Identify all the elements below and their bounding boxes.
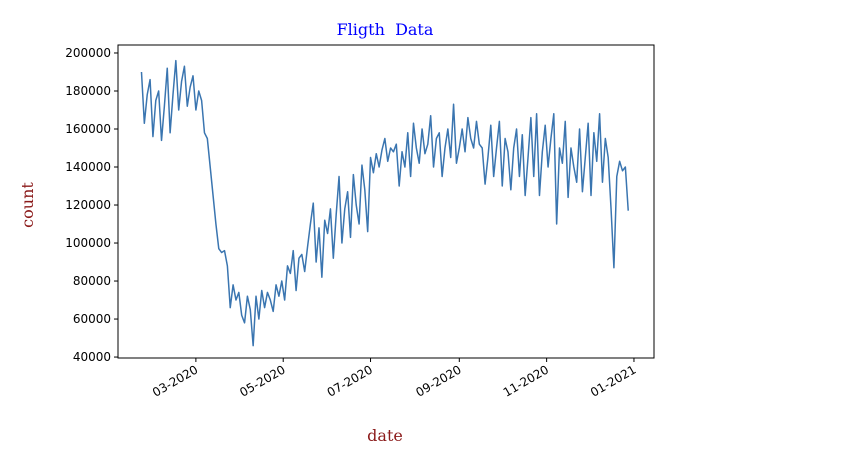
chart-title: Fligth Data: [337, 20, 434, 39]
y-tick-label: 140000: [65, 160, 111, 174]
x-tick-label: 11-2020: [501, 362, 551, 399]
y-axis-label: count: [18, 182, 37, 228]
y-tick-label: 120000: [65, 198, 111, 212]
y-tick-label: 180000: [65, 84, 111, 98]
x-tick-label: 01-2021: [588, 362, 638, 399]
y-tick-label: 60000: [73, 312, 111, 326]
x-axis-label: date: [367, 426, 403, 445]
y-tick-label: 160000: [65, 122, 111, 136]
x-tick-label: 03-2020: [150, 362, 200, 399]
y-tick-label: 80000: [73, 274, 111, 288]
plot-frame: [117, 44, 655, 359]
y-tick-label: 200000: [65, 46, 111, 60]
x-tick-label: 09-2020: [413, 362, 463, 399]
x-tick-label: 07-2020: [325, 362, 375, 399]
y-tick-label: 100000: [65, 236, 111, 250]
y-tick-label: 40000: [73, 350, 111, 364]
data-line: [140, 59, 629, 347]
x-tick-label: 05-2020: [237, 362, 287, 399]
